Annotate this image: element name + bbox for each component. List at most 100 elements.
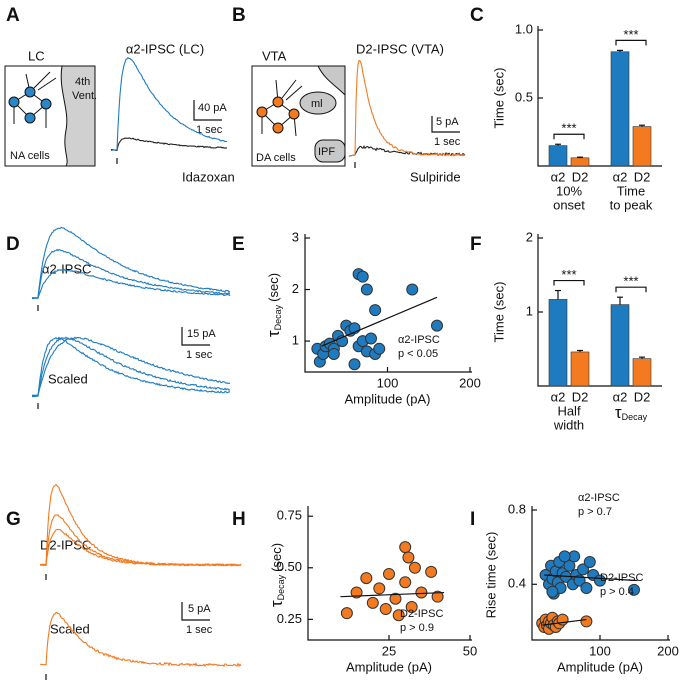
- scaled-label: Scaled: [48, 371, 88, 386]
- x-tick-label: 100: [589, 643, 611, 658]
- panel-label: D: [6, 234, 20, 255]
- point: [431, 590, 444, 603]
- panel-label: B: [232, 5, 246, 26]
- point: [405, 600, 418, 613]
- point: [425, 565, 438, 578]
- point: [366, 596, 379, 609]
- shape: [317, 65, 346, 97]
- series-label: α2-IPSC: [578, 492, 620, 504]
- x-tick-label: 200: [657, 643, 679, 658]
- tract-label: ml: [311, 98, 323, 110]
- fit-line: [542, 618, 587, 626]
- point: [365, 332, 377, 345]
- y-tick-label: 1: [292, 333, 299, 348]
- ventricle: [60, 65, 96, 167]
- point: [389, 592, 402, 605]
- unit: (sec): [266, 273, 281, 302]
- point: [580, 582, 593, 594]
- point: [577, 563, 589, 576]
- y-tick-label: 0.75: [277, 508, 302, 523]
- trace: [31, 336, 231, 397]
- trace: [110, 137, 228, 152]
- bar: [610, 51, 630, 167]
- significance: ***: [623, 274, 638, 289]
- trace: [31, 248, 231, 299]
- x-tick-label: 100: [377, 375, 399, 390]
- point: [399, 541, 412, 554]
- point: [356, 270, 369, 283]
- trace: [31, 268, 231, 299]
- trace-title: D2-IPSC (VTA): [356, 41, 444, 56]
- symbol: τ: [264, 330, 283, 337]
- scale-bar: [431, 116, 460, 133]
- scale-bar: [181, 327, 210, 346]
- panel-label: I: [470, 509, 475, 530]
- y-tick-label: 0.5: [515, 89, 533, 104]
- x-axis-label: Amplitude (pA): [557, 659, 643, 674]
- trace: [31, 226, 231, 299]
- axis: [304, 234, 472, 373]
- y-tick-label: 1: [526, 303, 533, 318]
- bar: [548, 299, 568, 387]
- category-label: Half: [557, 403, 581, 418]
- category-label: onset: [553, 197, 585, 212]
- symbol: τ: [267, 600, 286, 607]
- significance-bracket: [553, 133, 585, 140]
- bar-label: D2: [572, 169, 589, 184]
- region-label: VTA: [262, 48, 287, 63]
- bar: [632, 126, 652, 167]
- point: [628, 583, 640, 596]
- ventricle-label: Vent.: [72, 90, 97, 102]
- y-axis-label: Time (sec): [491, 68, 506, 129]
- point: [408, 561, 421, 574]
- axis: [307, 506, 472, 641]
- x-tick-label: 25: [382, 643, 396, 658]
- trace: [348, 144, 466, 157]
- annotation: p < 0.05: [398, 348, 438, 360]
- point: [350, 586, 363, 599]
- bar-label: D2: [572, 389, 589, 404]
- annotation: p > 0.4: [600, 586, 634, 598]
- point: [546, 585, 559, 598]
- point: [558, 550, 571, 563]
- category-label: Time: [617, 183, 645, 198]
- scaled-label: Scaled: [50, 621, 90, 636]
- fit-line: [544, 574, 638, 582]
- y-tick-label: 0.50: [277, 559, 302, 574]
- panel-label: A: [6, 5, 20, 26]
- panel-label: H: [232, 509, 246, 530]
- point: [583, 556, 596, 568]
- y-tick-label: 0.25: [277, 611, 302, 626]
- bar: [610, 304, 630, 387]
- series-label: D2-IPSC: [600, 572, 643, 584]
- tract: [299, 91, 337, 115]
- y-tick-label: 2: [292, 281, 299, 296]
- scale-label: 1 sec: [196, 124, 223, 136]
- series-label: D2-IPSC: [400, 608, 443, 620]
- region-label: LC: [28, 48, 45, 63]
- bar-label: α2: [551, 169, 566, 184]
- bar: [632, 358, 652, 387]
- nucleus-label: IPF: [318, 146, 335, 158]
- significance: ***: [623, 27, 638, 42]
- scale-label: 5 pA: [436, 116, 459, 128]
- y-tick-label: 2: [526, 229, 533, 244]
- x-tick-label: 200: [459, 375, 481, 390]
- cells-label: DA cells: [256, 152, 296, 164]
- point: [340, 607, 353, 620]
- cells: [256, 96, 300, 134]
- panel-label: F: [470, 234, 482, 255]
- cells-label: NA cells: [10, 150, 50, 162]
- annotation: p > 0.9: [400, 622, 434, 634]
- label: τDecay (sec): [267, 543, 286, 607]
- y-axis-label: Time (sec): [491, 282, 506, 343]
- scale-label: 1 sec: [434, 136, 461, 148]
- trace: [110, 56, 228, 152]
- trace: [39, 483, 242, 567]
- point: [415, 586, 428, 599]
- point: [580, 615, 593, 628]
- x-axis-label: Amplitude (pA): [346, 659, 432, 674]
- scale-label: 40 pA: [198, 102, 227, 114]
- significance-bracket: [553, 279, 585, 286]
